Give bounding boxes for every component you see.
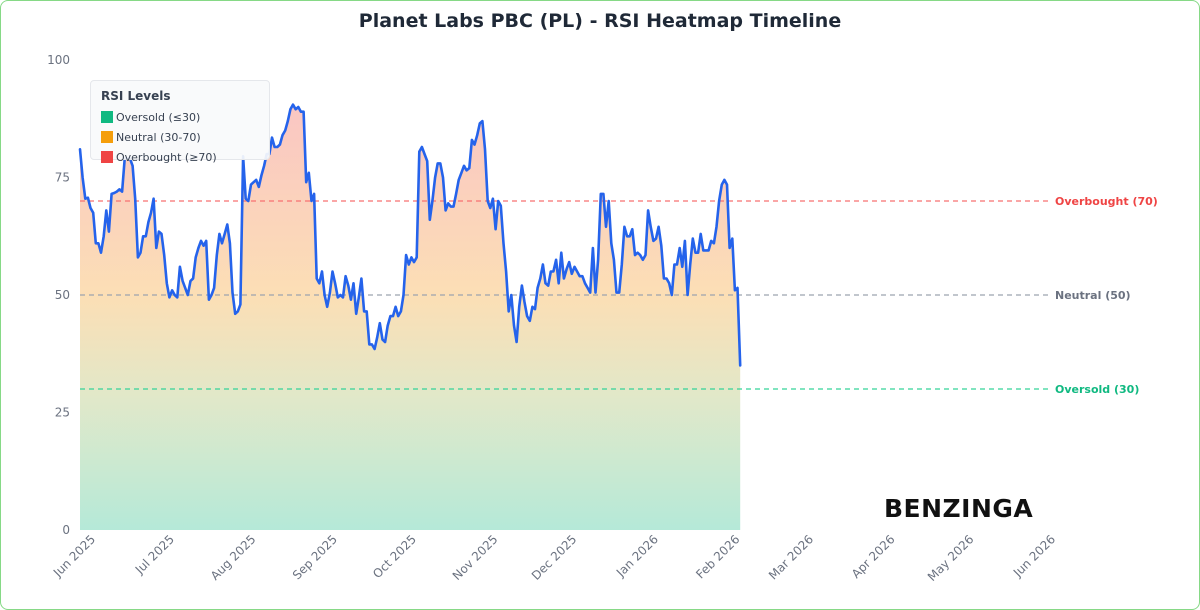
legend-swatch-neutral	[101, 131, 113, 143]
legend-swatch-oversold	[101, 111, 113, 123]
x-tick-label: Jun 2025	[50, 532, 98, 580]
x-tick-label: Oct 2025	[370, 532, 419, 581]
legend-item-oversold: Oversold (≤30)	[101, 110, 200, 124]
x-tick-label: May 2026	[925, 532, 977, 584]
legend-label-overbought: Overbought (≥70)	[116, 150, 217, 164]
x-tick-label: Apr 2026	[849, 532, 898, 581]
x-tick-label: Sep 2025	[290, 532, 340, 582]
y-tick-label: 75	[55, 171, 70, 185]
y-tick-label: 50	[55, 288, 70, 302]
brand-logo: BENZINGA	[884, 494, 1034, 523]
y-tick-label: 25	[55, 406, 70, 420]
legend: RSI Levels Oversold (≤30) Neutral (30-70…	[90, 80, 270, 164]
y-tick-label: 100	[47, 53, 70, 67]
legend-item-neutral: Neutral (30-70)	[101, 130, 201, 144]
legend-label-oversold: Oversold (≤30)	[116, 110, 201, 124]
legend-swatch-overbought	[101, 151, 113, 163]
x-tick-label: Mar 2026	[766, 532, 816, 582]
y-tick-label: 0	[62, 523, 70, 537]
x-tick-label: Feb 2026	[693, 532, 742, 581]
x-tick-label: Jan 2026	[613, 532, 661, 580]
reference-label-50: Neutral (50)	[1055, 289, 1131, 302]
x-tick-label: Jul 2025	[132, 532, 177, 577]
x-tick-label: Nov 2025	[450, 532, 501, 583]
x-tick-label: Aug 2025	[208, 532, 259, 583]
legend-title: RSI Levels	[101, 89, 171, 103]
rsi-area	[80, 104, 741, 530]
x-tick-label: Dec 2025	[529, 532, 580, 583]
reference-label-70: Overbought (70)	[1055, 195, 1158, 208]
x-tick-label: Jun 2026	[1010, 532, 1058, 580]
chart-title: Planet Labs PBC (PL) - RSI Heatmap Timel…	[358, 10, 842, 32]
legend-label-neutral: Neutral (30-70)	[116, 130, 201, 144]
legend-item-overbought: Overbought (≥70)	[101, 150, 217, 164]
reference-label-30: Oversold (30)	[1055, 383, 1139, 396]
rsi-line	[78, 103, 742, 367]
